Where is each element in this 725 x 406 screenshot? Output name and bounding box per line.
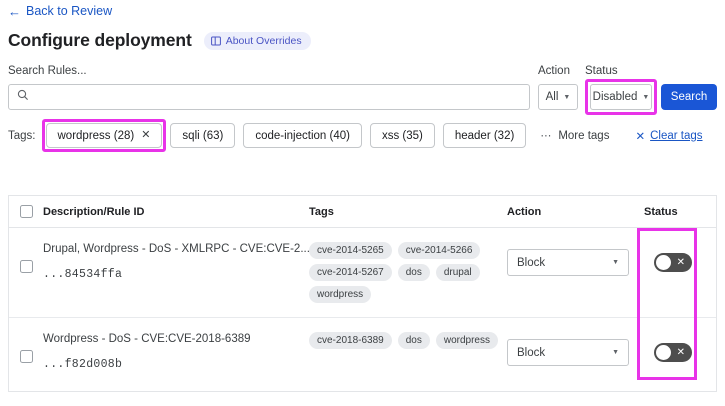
table-header-row: Description/Rule ID Tags Action Status: [9, 196, 716, 228]
row-tag: wordpress: [309, 286, 372, 303]
close-icon: ✕: [635, 130, 646, 143]
row-action-select[interactable]: Block ▼: [507, 339, 629, 366]
status-filter-select[interactable]: Disabled ▼: [590, 84, 652, 110]
rules-table: Description/Rule ID Tags Action Status D…: [8, 195, 717, 392]
tag-chip-label: sqli (63): [182, 129, 224, 142]
tag-chip-wordpress-highlight: wordpress (28) ✕: [41, 119, 167, 152]
column-header-action: Action: [507, 205, 542, 218]
row-rule-id: ...84534ffa: [43, 268, 123, 281]
row-description-cell: Drupal, Wordpress - DoS - XMLRPC - CVE:C…: [43, 242, 309, 281]
tag-chip-sqli[interactable]: sqli (63): [170, 123, 236, 148]
clear-tags-button[interactable]: ✕ Clear tags: [635, 129, 702, 143]
table-row: Wordpress - DoS - CVE:CVE-2018-6389 ...f…: [9, 318, 716, 391]
tags-label: Tags:: [8, 129, 36, 142]
more-tags-label: More tags: [558, 129, 610, 142]
more-tags-button[interactable]: ⋯ More tags: [540, 129, 610, 143]
tag-chip-wordpress[interactable]: wordpress (28) ✕: [45, 123, 163, 148]
status-filter-value: Disabled: [592, 91, 638, 103]
chevron-down-icon: ▼: [563, 93, 571, 101]
toggle-knob: [656, 345, 671, 360]
row-status-toggle[interactable]: ✕: [654, 343, 692, 362]
tag-chip-label: header (32): [454, 129, 515, 142]
back-to-review-link[interactable]: ← Back to Review: [8, 4, 112, 18]
row-status-toggle[interactable]: ✕: [654, 253, 692, 272]
search-rules-label: Search Rules...: [8, 65, 87, 77]
row-tag: cve-2014-5265: [309, 242, 392, 259]
row-status-cell: ✕: [644, 242, 716, 272]
chevron-down-icon: ▼: [642, 93, 650, 101]
status-filter-label: Status: [585, 65, 618, 77]
book-icon: [210, 36, 221, 46]
tag-chip-header[interactable]: header (32): [442, 123, 527, 148]
select-all-cell: [9, 205, 43, 218]
row-description-cell: Wordpress - DoS - CVE:CVE-2018-6389 ...f…: [43, 332, 309, 371]
tag-chip-label: xss (35): [381, 129, 423, 142]
row-tags-cell: cve-2014-5265 cve-2014-5266 cve-2014-526…: [309, 242, 507, 303]
row-status-cell: ✕: [644, 332, 716, 362]
toggle-knob: [656, 255, 671, 270]
column-header-description: Description/Rule ID: [43, 205, 145, 218]
tag-chip-label: wordpress (28): [57, 129, 135, 142]
row-action-value: Block: [517, 256, 546, 269]
page-title: Configure deployment: [8, 30, 192, 50]
row-checkbox[interactable]: [19, 260, 33, 273]
tag-chip-xss[interactable]: xss (35): [369, 123, 435, 148]
chevron-down-icon: ▼: [612, 349, 619, 356]
ellipsis-icon: ⋯: [540, 130, 553, 142]
row-action-cell: Block ▼: [507, 242, 644, 276]
arrow-left-icon: ←: [8, 3, 21, 19]
about-overrides-badge[interactable]: About Overrides: [203, 31, 311, 50]
row-tag: wordpress: [435, 332, 498, 349]
row-description: Drupal, Wordpress - DoS - XMLRPC - CVE:C…: [43, 243, 309, 255]
action-filter-value: All: [545, 91, 559, 103]
row-select-cell: [9, 332, 43, 363]
tags-filter-bar: Tags: wordpress (28) ✕ sqli (63) code-in…: [8, 119, 703, 152]
row-tag: dos: [397, 332, 430, 349]
chevron-down-icon: ▼: [612, 259, 619, 266]
row-tag: cve-2014-5266: [397, 242, 481, 259]
row-tag: dos: [397, 264, 430, 281]
row-tags-cell: cve-2018-6389 dos wordpress: [309, 332, 507, 349]
column-header-status: Status: [644, 205, 678, 218]
select-all-checkbox[interactable]: [19, 205, 33, 218]
about-overrides-label: About Overrides: [225, 34, 302, 47]
close-icon: ✕: [676, 346, 685, 358]
close-icon: ✕: [676, 256, 685, 268]
search-input[interactable]: [36, 86, 521, 108]
table-row: Drupal, Wordpress - DoS - XMLRPC - CVE:C…: [9, 228, 716, 318]
row-tag: drupal: [435, 264, 480, 281]
action-filter-select[interactable]: All ▼: [538, 84, 578, 110]
row-select-cell: [9, 242, 43, 273]
clear-tags-label: Clear tags: [650, 129, 703, 142]
search-button[interactable]: Search: [661, 84, 717, 110]
search-icon: [17, 88, 29, 106]
back-to-review-label: Back to Review: [26, 4, 113, 18]
row-tag: cve-2018-6389: [309, 332, 392, 349]
title-row: Configure deployment About Overrides: [8, 30, 311, 51]
column-header-tags: Tags: [309, 205, 334, 218]
action-filter-label: Action: [538, 65, 570, 77]
row-description: Wordpress - DoS - CVE:CVE-2018-6389: [43, 333, 251, 345]
row-action-select[interactable]: Block ▼: [507, 249, 629, 276]
close-icon[interactable]: ✕: [141, 129, 151, 141]
search-input-wrapper[interactable]: [8, 84, 530, 110]
row-rule-id: ...f82d008b: [43, 358, 123, 371]
row-action-value: Block: [517, 346, 546, 359]
row-action-cell: Block ▼: [507, 332, 644, 366]
row-checkbox[interactable]: [19, 350, 33, 363]
row-tag: cve-2014-5267: [309, 264, 392, 281]
tag-chip-label: code-injection (40): [255, 129, 350, 142]
tag-chip-code-injection[interactable]: code-injection (40): [243, 123, 362, 148]
